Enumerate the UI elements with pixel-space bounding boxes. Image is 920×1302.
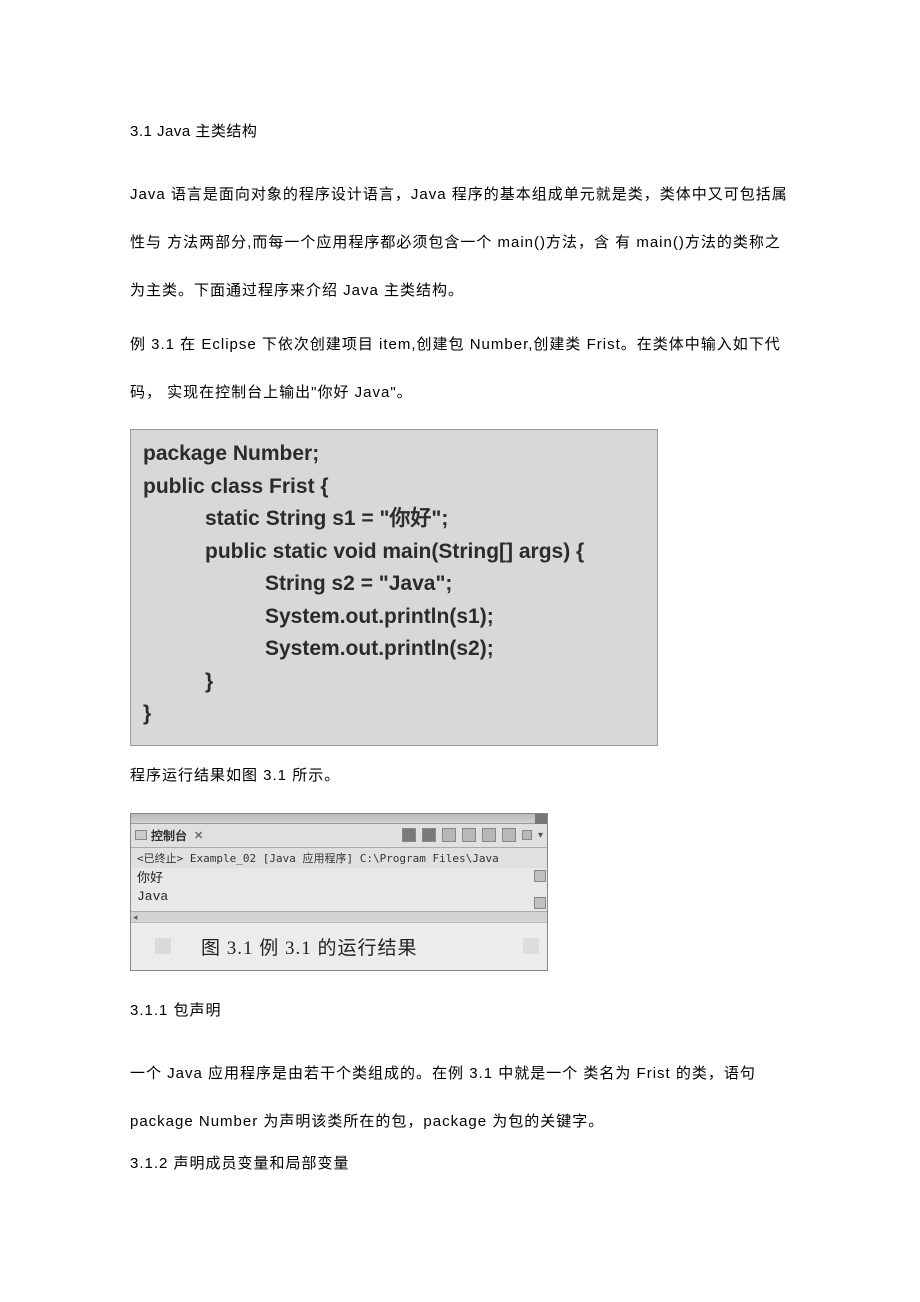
terminate-icon (402, 828, 416, 842)
console-process-label: <已终止> Example_02 [Java 应用程序] C:\Program … (131, 848, 547, 868)
result-caption: 程序运行结果如图 3.1 所示。 (130, 764, 790, 785)
scroll-down-icon (534, 897, 546, 909)
scroll-left-icon: ◂ (133, 912, 138, 923)
figure-caption: 图 3.1 例 3.1 的运行结果 (201, 933, 418, 960)
code-line: static String s1 = "你好"; (143, 503, 645, 536)
console-titlebar (131, 814, 547, 824)
tab-close-icon: ✕ (194, 829, 203, 842)
console-hscroll: ◂ (131, 912, 547, 922)
scroll-up-icon (534, 870, 546, 882)
console-tab-label: 控制台 (151, 827, 187, 844)
code-line: System.out.println(s2); (143, 633, 645, 666)
console-output-line: Java (137, 888, 541, 906)
paragraph-package: 一个 Java 应用程序是由若干个类组成的。在例 3.1 中就是一个 类名为 F… (130, 1050, 790, 1146)
console-toolbar: 控制台 ✕ ▾ (131, 824, 547, 848)
close-icon (535, 814, 547, 824)
console-tab: 控制台 ✕ (135, 827, 203, 844)
pin-icon (502, 828, 516, 842)
console-icon (135, 830, 147, 840)
code-block: package Number; public class Frist { sta… (130, 429, 658, 746)
console-output: 你好 Java (131, 868, 547, 912)
code-line: String s2 = "Java"; (143, 568, 645, 601)
code-line: } (143, 666, 645, 699)
paragraph-example: 例 3.1 在 Eclipse 下依次创建项目 item,创建包 Number,… (130, 321, 790, 417)
subsection-heading: 3.1.2 声明成员变量和局部变量 (130, 1152, 790, 1173)
console-output-line: 你好 (137, 870, 541, 888)
paragraph-intro: Java 语言是面向对象的程序设计语言，Java 程序的基本组成单元就是类，类体… (130, 171, 790, 315)
code-line: System.out.println(s1); (143, 601, 645, 634)
toolbar-actions: ▾ (402, 828, 543, 842)
dropdown-icon: ▾ (538, 830, 543, 841)
code-line: package Number; (143, 438, 645, 471)
code-line: } (143, 698, 645, 731)
code-line: public class Frist { (143, 471, 645, 504)
terminate-all-icon (422, 828, 436, 842)
subsection-heading: 3.1.1 包声明 (130, 999, 790, 1020)
decorative-icon (523, 938, 539, 954)
clear-icon (462, 828, 476, 842)
console-figure: 控制台 ✕ ▾ <已终止> Example_02 [Java 应用程序] C:\… (130, 813, 548, 971)
section-title: 3.1 Java 主类结构 (130, 120, 790, 141)
display-icon (522, 830, 532, 840)
figure-caption-row: 图 3.1 例 3.1 的运行结果 (131, 922, 547, 970)
remove-icon (442, 828, 456, 842)
scroll-lock-icon (482, 828, 496, 842)
code-line: public static void main(String[] args) { (143, 536, 645, 569)
decorative-icon (155, 938, 171, 954)
